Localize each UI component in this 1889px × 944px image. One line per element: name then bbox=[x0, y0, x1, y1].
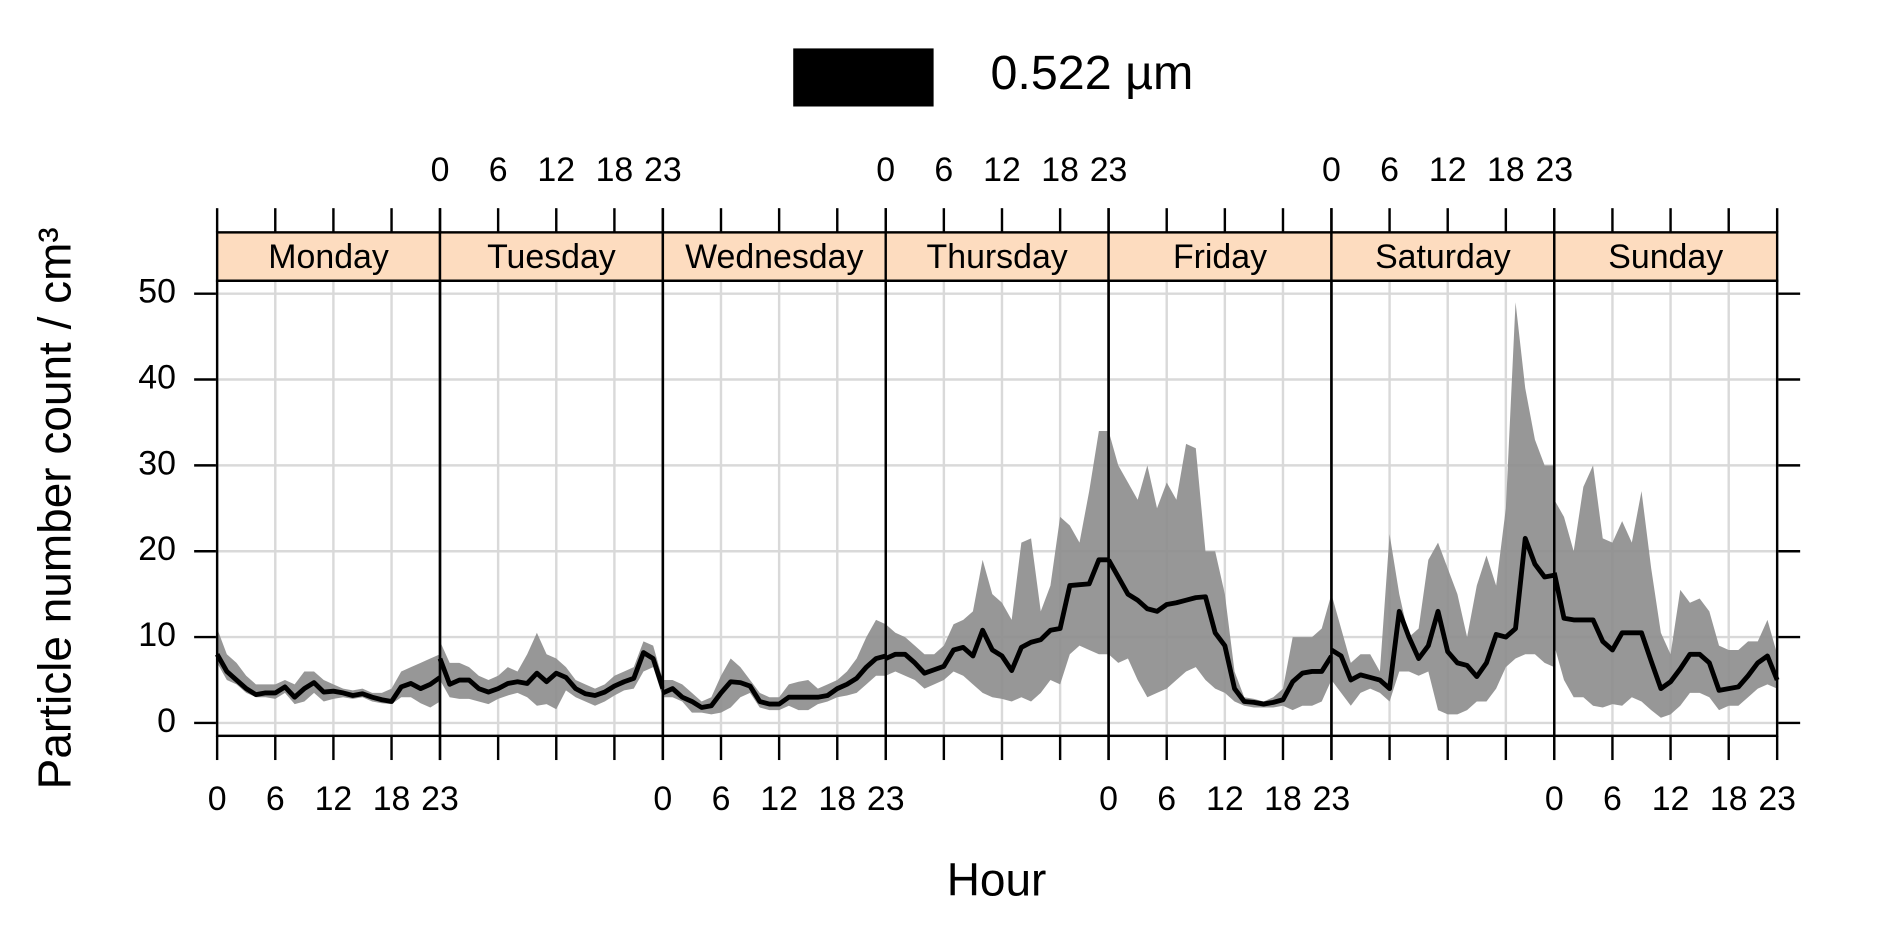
x-tick-label: 0 bbox=[1545, 780, 1564, 818]
x-tick-label: 12 bbox=[315, 780, 353, 818]
strip bbox=[1107, 231, 1333, 282]
x-tick-label: 18 bbox=[596, 151, 634, 189]
legend-swatch bbox=[793, 48, 934, 107]
x-tick-label: 6 bbox=[266, 780, 285, 818]
x-tick-label: 18 bbox=[1487, 151, 1525, 189]
mean-line bbox=[661, 653, 887, 710]
x-tick-label: 12 bbox=[760, 780, 798, 818]
y-tick-label: 0 bbox=[157, 702, 176, 740]
strip-label: Wednesday bbox=[685, 238, 863, 276]
x-tick-label: 23 bbox=[421, 780, 459, 818]
range-band bbox=[217, 628, 440, 708]
mean-line bbox=[215, 653, 442, 704]
x-tick-label: 23 bbox=[1313, 780, 1351, 818]
y-axis-label: Particle number count / cm³ bbox=[29, 227, 81, 789]
panel-border bbox=[1553, 279, 1779, 738]
y-tick-label: 30 bbox=[138, 444, 176, 482]
x-axis-label: Hour bbox=[947, 854, 1047, 906]
x-tick-label: 6 bbox=[712, 780, 731, 818]
mean-line bbox=[884, 557, 1109, 676]
strip-label: Sunday bbox=[1608, 238, 1723, 276]
x-tick-label: 23 bbox=[1535, 151, 1573, 189]
x-tick-label: 6 bbox=[1380, 151, 1399, 189]
x-tick-label: 0 bbox=[208, 780, 227, 818]
x-tick-label: 0 bbox=[653, 780, 672, 818]
x-tick-label: 0 bbox=[1099, 780, 1118, 818]
y-tick-label: 50 bbox=[138, 273, 176, 311]
range-band bbox=[439, 632, 663, 710]
strip-label: Monday bbox=[268, 238, 389, 276]
strip-label: Friday bbox=[1173, 238, 1267, 276]
x-tick-label: 0 bbox=[431, 151, 450, 189]
panel-border bbox=[215, 279, 442, 738]
y-tick-label: 10 bbox=[138, 616, 176, 654]
strip-label: Thursday bbox=[927, 238, 1068, 276]
x-tick-label: 12 bbox=[537, 151, 575, 189]
x-tick-label: 18 bbox=[1710, 780, 1748, 818]
y-tick-label: 20 bbox=[138, 530, 176, 568]
mean-line bbox=[1106, 558, 1334, 707]
x-tick-label: 0 bbox=[1322, 151, 1341, 189]
x-tick-label: 18 bbox=[1041, 151, 1079, 189]
x-tick-label: 23 bbox=[1090, 151, 1128, 189]
x-tick-label: 12 bbox=[983, 151, 1021, 189]
mean-line bbox=[1330, 535, 1555, 692]
x-tick-label: 6 bbox=[1603, 780, 1622, 818]
range-band bbox=[1554, 465, 1778, 718]
x-tick-label: 12 bbox=[1429, 151, 1467, 189]
x-tick-label: 18 bbox=[1264, 780, 1302, 818]
range-band bbox=[1108, 431, 1332, 711]
mean-line bbox=[437, 650, 666, 698]
strip bbox=[884, 231, 1110, 282]
x-tick-label: 6 bbox=[1157, 780, 1176, 818]
x-tick-label: 18 bbox=[818, 780, 856, 818]
x-tick-label: 12 bbox=[1652, 780, 1690, 818]
x-tick-label: 6 bbox=[934, 151, 953, 189]
x-tick-label: 23 bbox=[1758, 780, 1796, 818]
x-tick-label: 23 bbox=[644, 151, 682, 189]
legend-label: 0.522 µm bbox=[990, 46, 1193, 100]
range-band bbox=[1331, 302, 1555, 715]
x-tick-label: 0 bbox=[876, 151, 895, 189]
y-tick-label: 40 bbox=[138, 358, 176, 396]
x-tick-label: 23 bbox=[867, 780, 905, 818]
strip-label: Saturday bbox=[1375, 238, 1511, 276]
x-tick-label: 6 bbox=[489, 151, 508, 189]
x-tick-label: 12 bbox=[1206, 780, 1244, 818]
x-tick-label: 18 bbox=[373, 780, 411, 818]
range-band bbox=[662, 619, 886, 715]
mean-line bbox=[1551, 572, 1780, 693]
range-band bbox=[885, 431, 1109, 702]
strip-label: Tuesday bbox=[487, 238, 616, 276]
